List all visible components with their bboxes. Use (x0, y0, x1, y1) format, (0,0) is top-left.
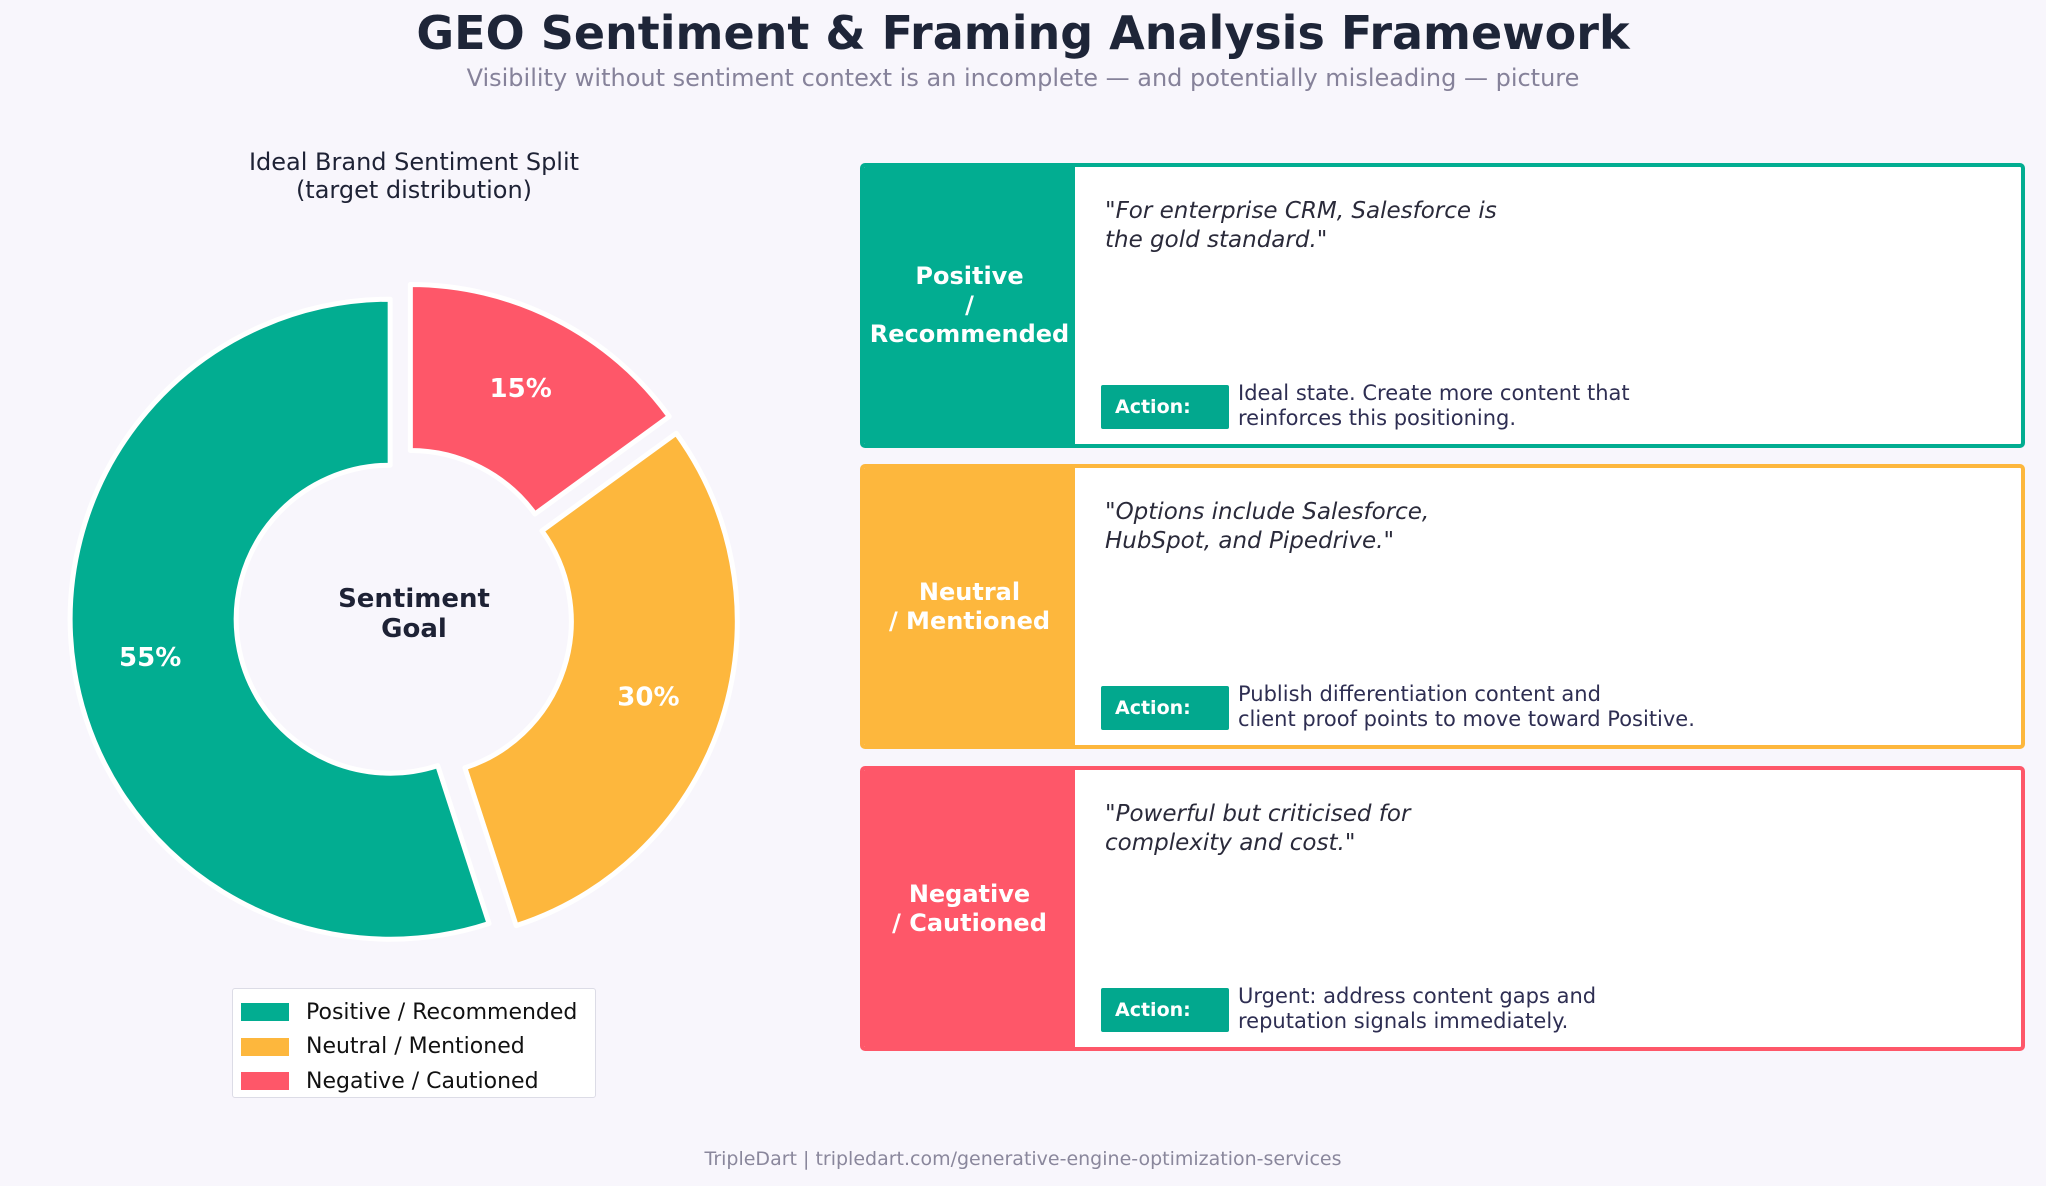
legend-item-positive: Positive / Recommended (241, 995, 595, 1030)
card-action-line-2: reputation signals immediately. (1238, 1009, 1569, 1033)
donut-center-label-1: Sentiment (338, 584, 490, 614)
sentiment-card-negative: Negative / Cautioned "Powerful but criti… (860, 766, 2025, 1051)
donut-slice-neutral (462, 430, 740, 929)
card-category-line-1: Positive (915, 262, 1024, 290)
card-category-line-1: Negative (908, 879, 1031, 908)
legend-swatch (241, 1003, 289, 1022)
legend-swatch (241, 1072, 289, 1091)
card-quote-line-1: "Powerful but criticised for (1105, 801, 1411, 827)
card-category-band: Positive / Recommended (864, 167, 1075, 444)
slice-label-neutral: 30% (617, 682, 679, 712)
card-example-quote: "For enterprise CRM, Salesforce is the g… (1105, 197, 1585, 255)
donut-center-label-2: Goal (381, 614, 447, 644)
slice-label-negative: 15% (490, 374, 552, 404)
card-quote-line-1: "Options include Salesforce, (1105, 499, 1430, 525)
card-action-text: Urgent: address content gaps and reputat… (1238, 984, 1798, 1034)
donut-slice-negative (407, 282, 672, 517)
footer-attribution: TripleDart | tripledart.com/generative-e… (704, 1148, 1342, 1170)
card-action-text: Publish differentiation content and clie… (1238, 682, 1798, 732)
legend-label: Negative / Cautioned (306, 1068, 539, 1094)
card-category-band: Neutral / Mentioned (864, 468, 1075, 745)
action-badge: Action: (1101, 385, 1229, 429)
card-category-line-2: / Cautioned (892, 908, 1047, 937)
slice-label-positive: 55% (119, 643, 181, 673)
chart-title: Ideal Brand Sentiment Split (target dist… (214, 148, 614, 204)
card-action-line-2: client proof points to move toward Posit… (1238, 707, 1695, 731)
card-action-text: Ideal state. Create more content that re… (1238, 381, 1798, 431)
sentiment-donut-chart: 15% 30% 55% Sentiment Goal (67, 282, 740, 942)
action-badge: Action: (1101, 686, 1229, 730)
card-example-quote: "Powerful but criticised for complexity … (1105, 800, 1585, 858)
donut-slices (67, 282, 740, 942)
card-example-quote: "Options include Salesforce, HubSpot, an… (1105, 498, 1585, 556)
chart-legend: Positive / Recommended Neutral / Mention… (232, 988, 596, 1098)
sentiment-card-positive: Positive / Recommended "For enterprise C… (860, 163, 2025, 448)
donut-slice-positive (67, 296, 492, 942)
action-badge: Action: (1101, 988, 1229, 1032)
card-quote-line-1: "For enterprise CRM, Salesforce is (1105, 198, 1497, 224)
legend-label: Neutral / Mentioned (306, 1034, 525, 1060)
chart-title-line-2: (target distribution) (295, 176, 533, 204)
legend-item-neutral: Neutral / Mentioned (241, 1030, 595, 1065)
card-quote-line-2: the gold standard." (1105, 227, 1328, 253)
chart-title-line-1: Ideal Brand Sentiment Split (248, 148, 580, 176)
card-quote-line-2: complexity and cost." (1105, 830, 1356, 856)
legend-swatch (241, 1037, 289, 1056)
card-category-band: Negative / Cautioned (864, 770, 1075, 1047)
card-category-line-1: Neutral (918, 577, 1021, 606)
card-category-line-2: / Mentioned (888, 606, 1051, 635)
card-quote-line-2: HubSpot, and Pipedrive." (1105, 528, 1395, 554)
sentiment-card-neutral: Neutral / Mentioned "Options include Sal… (860, 464, 2025, 749)
donut-value-labels: 15% 30% 55% (119, 374, 679, 712)
page-title: GEO Sentiment & Framing Analysis Framewo… (416, 6, 1630, 60)
card-category-line-2: / Recommended (869, 291, 1070, 348)
card-action-line-2: reinforces this positioning. (1238, 406, 1517, 430)
card-action-line-1: Ideal state. Create more content that (1238, 381, 1630, 405)
legend-item-negative: Negative / Cautioned (241, 1064, 595, 1099)
legend-label: Positive / Recommended (306, 999, 578, 1025)
card-action-line-1: Publish differentiation content and (1238, 682, 1601, 706)
card-action-line-1: Urgent: address content gaps and (1238, 984, 1597, 1008)
page-subtitle: Visibility without sentiment context is … (466, 64, 1580, 92)
